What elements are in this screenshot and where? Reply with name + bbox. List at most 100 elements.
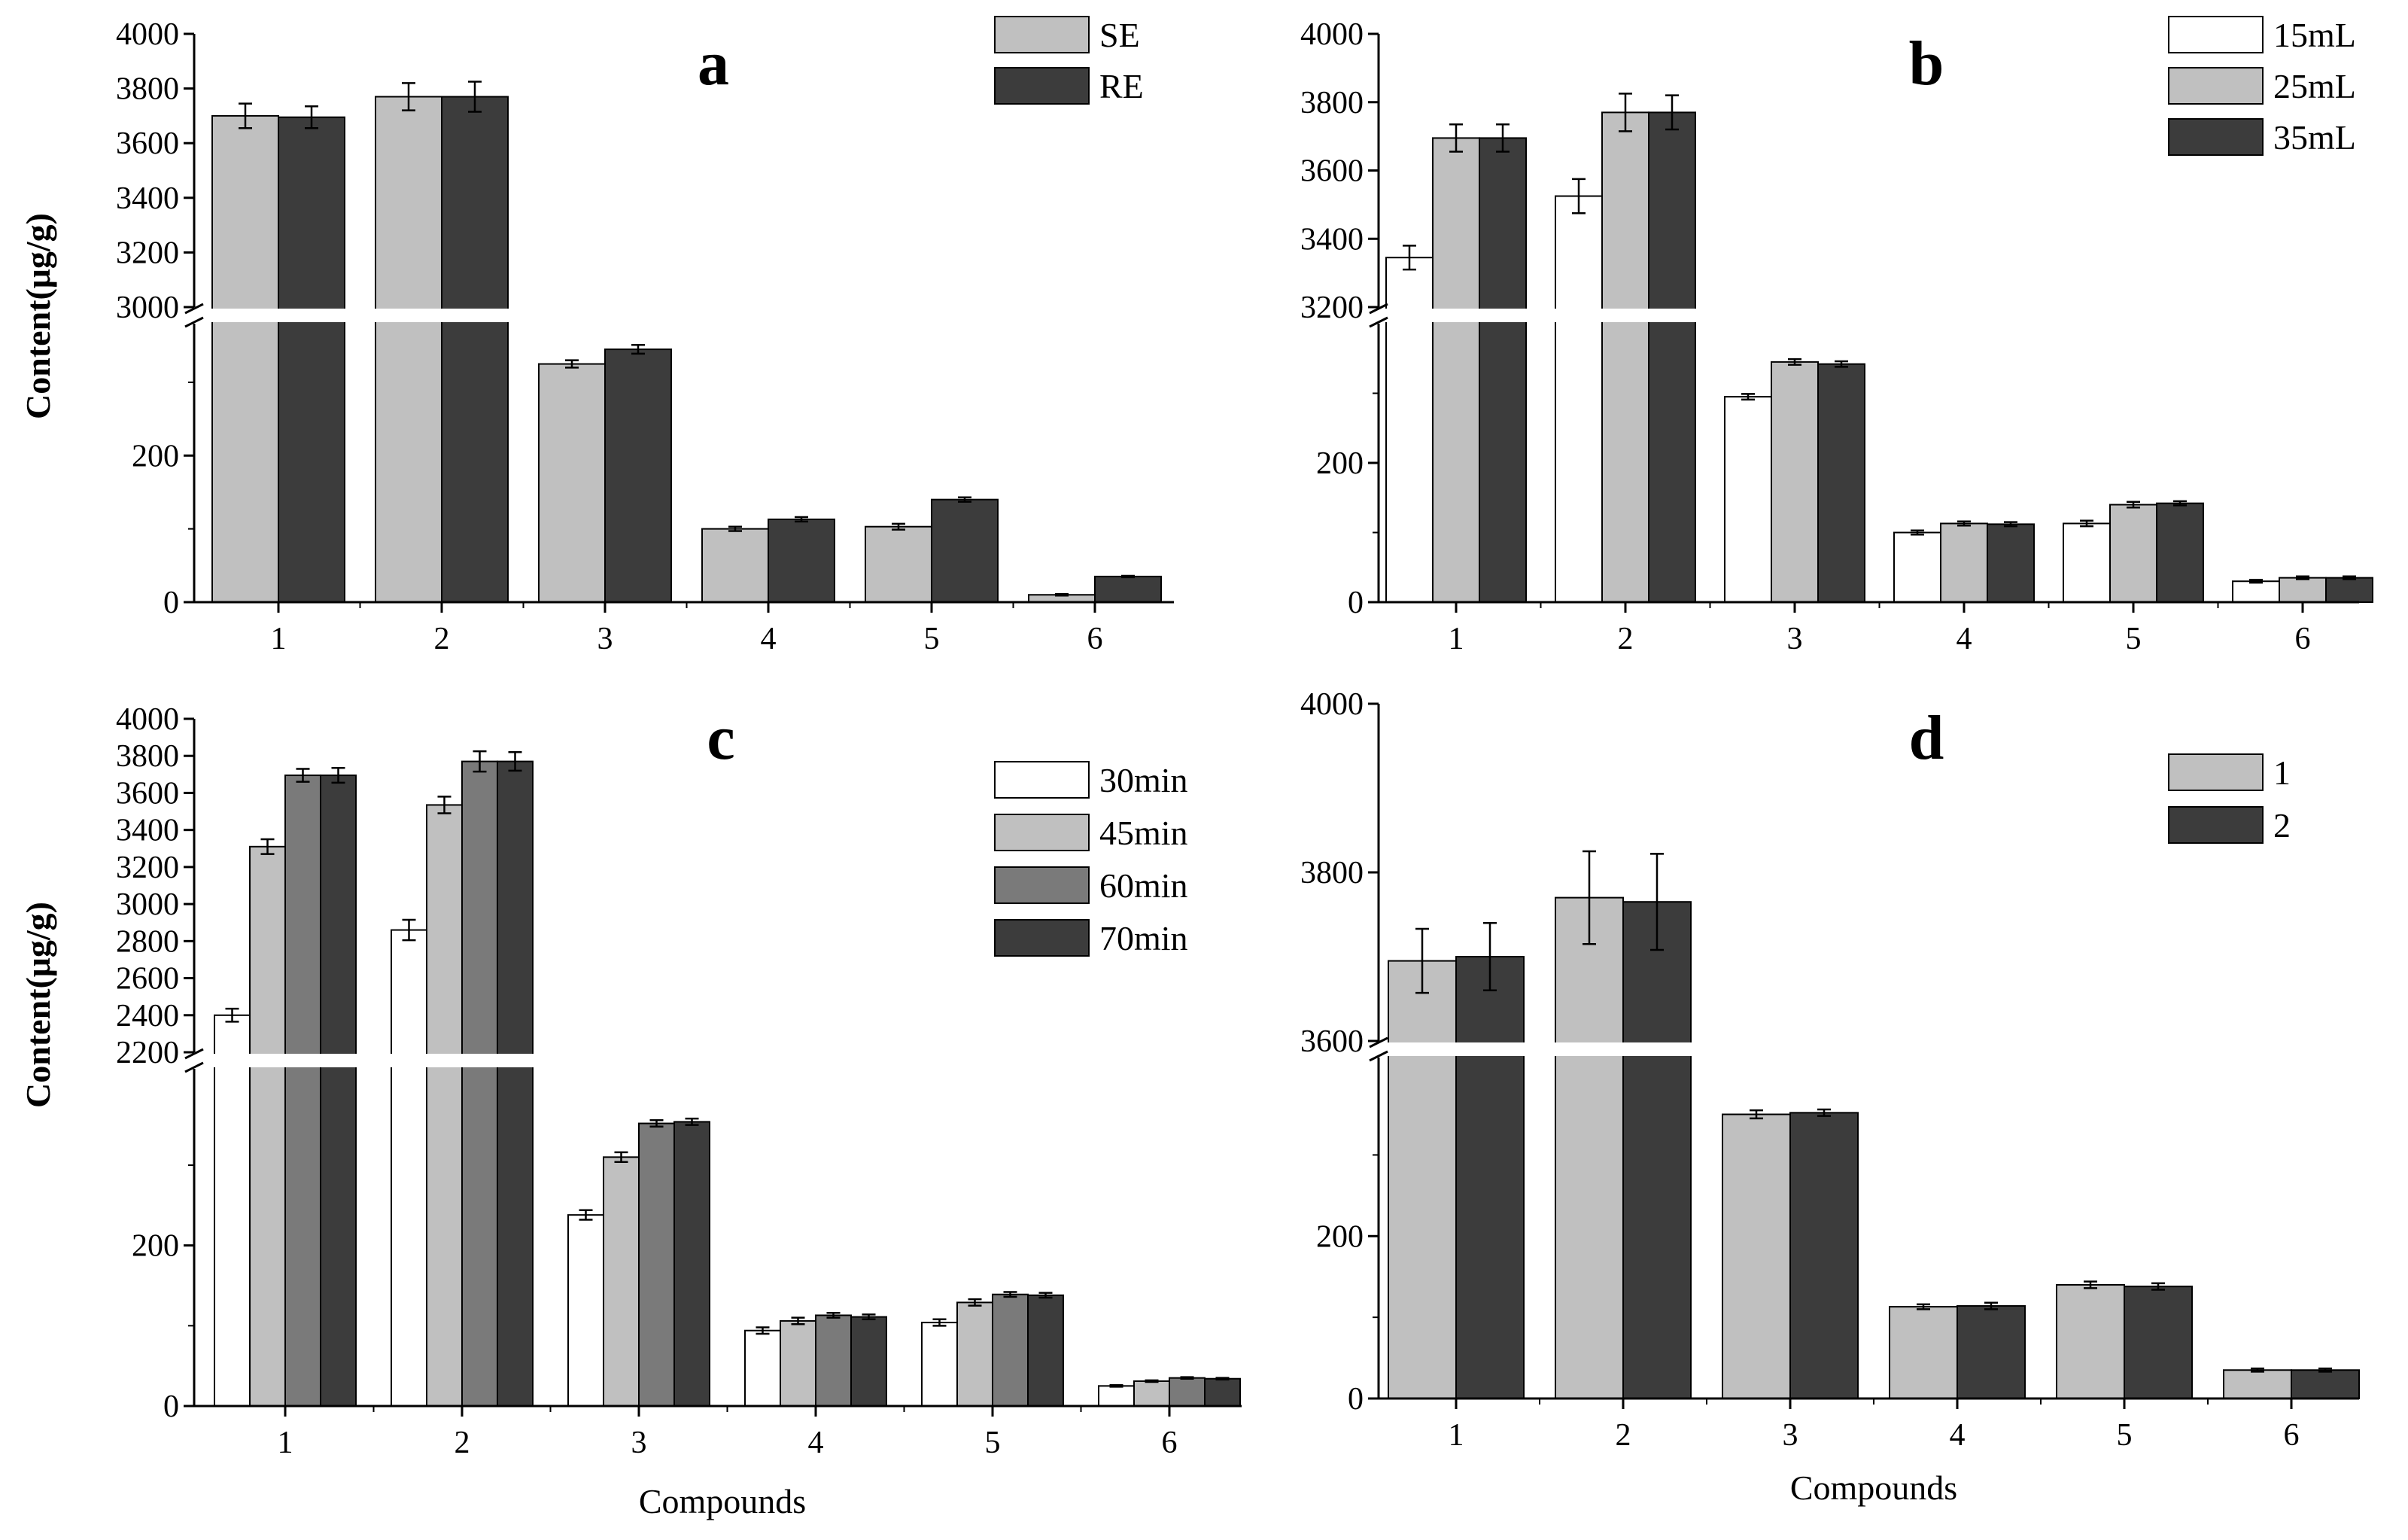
panel-letter-d: d bbox=[1909, 703, 1944, 773]
bar-b-s3-c3 bbox=[1817, 363, 1865, 603]
bar-c-s3-c4 bbox=[815, 1314, 852, 1408]
y-tick-label: 3200 bbox=[116, 851, 179, 885]
bar-c-s3-c6 bbox=[1169, 1377, 1206, 1407]
y-tick-label: 200 bbox=[132, 439, 179, 473]
bar-c-s4-c3 bbox=[673, 1121, 710, 1408]
bar-a-s2-c5 bbox=[931, 498, 999, 603]
y-tick-label: 3800 bbox=[1300, 86, 1364, 120]
bar-b-s1-c5 bbox=[2063, 522, 2111, 603]
y-tick-label: 3600 bbox=[1300, 154, 1364, 189]
bar-a-s2-c3 bbox=[604, 348, 672, 603]
bar-b-s1-c6 bbox=[2232, 580, 2280, 603]
x-tick-label-3: 3 bbox=[631, 1426, 647, 1460]
bar-c-s1-c2 bbox=[391, 929, 427, 1407]
x-tick-label-1: 1 bbox=[1449, 1418, 1464, 1453]
y-tick-label: 4000 bbox=[1300, 17, 1364, 52]
bar-a-s2-c6 bbox=[1094, 575, 1162, 604]
y-axis-label-c: Content(μg/g) bbox=[19, 902, 57, 1108]
bar-b-s2-c3 bbox=[1771, 361, 1819, 603]
x-axis-label-d: Compounds bbox=[1790, 1468, 1957, 1507]
bar-d-s2-c5 bbox=[2124, 1286, 2193, 1399]
bar-b-s2-c4 bbox=[1940, 522, 1988, 603]
x-tick-label-3: 3 bbox=[597, 622, 613, 656]
legend-swatch-b-3 bbox=[2168, 118, 2264, 156]
x-axis-label-c: Compounds bbox=[639, 1482, 806, 1520]
y-tick-label: 4000 bbox=[116, 17, 179, 52]
bar-a-s1-c4 bbox=[701, 528, 769, 604]
bar-c-s3-c3 bbox=[638, 1122, 675, 1407]
bar-b-s2-c2 bbox=[1601, 111, 1649, 604]
legend-swatch-d-1 bbox=[2168, 753, 2264, 791]
bar-d-s2-c2 bbox=[1622, 901, 1692, 1399]
bar-d-s2-c4 bbox=[1956, 1305, 2026, 1399]
y-tick-label: 4000 bbox=[116, 702, 179, 737]
panel-d-chart: 3600 3800 4000 0 200 1 2 3 4 5 6 d 1 2 Compounds bbox=[1300, 687, 2360, 1507]
bar-d-s1-c3 bbox=[1722, 1113, 1791, 1399]
legend-label-c-4: 70min bbox=[1099, 919, 1188, 957]
y-tick-label: 4000 bbox=[1300, 687, 1364, 722]
bar-b-s2-c6 bbox=[2279, 577, 2327, 603]
y-tick-label: 2400 bbox=[116, 999, 179, 1033]
y-tick-label: 3400 bbox=[116, 814, 179, 848]
bar-c-s2-c1 bbox=[249, 845, 286, 1407]
y-axis-break-mark-lower bbox=[1369, 1050, 1388, 1062]
bar-c-s1-c1 bbox=[214, 1014, 251, 1408]
bar-b-s3-c2 bbox=[1648, 111, 1696, 604]
bar-d-s1-c6 bbox=[2223, 1369, 2292, 1399]
bar-b-s1-c4 bbox=[1893, 531, 1941, 603]
y-tick-label: 3400 bbox=[116, 181, 179, 216]
bar-c-s2-c4 bbox=[780, 1319, 816, 1408]
panel-letter-c: c bbox=[707, 703, 734, 773]
bar-c-s1-c6 bbox=[1098, 1385, 1135, 1408]
x-tick-label-2: 2 bbox=[434, 622, 450, 656]
bar-c-s3-c5 bbox=[992, 1293, 1029, 1407]
legend-swatch-c-4 bbox=[994, 919, 1090, 957]
legend-label-b-3: 35mL bbox=[2273, 118, 2356, 157]
y-tick-label: 3800 bbox=[1300, 856, 1364, 890]
bar-a-s1-c3 bbox=[538, 363, 606, 603]
y-tick-label: 3600 bbox=[1300, 1024, 1364, 1059]
y-tick-label: 2200 bbox=[116, 1036, 179, 1070]
bar-a-s2-c2 bbox=[441, 96, 509, 604]
y-axis-break-mark-lower bbox=[1369, 316, 1388, 328]
y-tick-label: 2600 bbox=[116, 962, 179, 997]
x-tick-label-5: 5 bbox=[2117, 1418, 2133, 1453]
bar-c-s2-c6 bbox=[1133, 1380, 1170, 1408]
x-tick-label-4: 4 bbox=[761, 622, 777, 656]
y-axis-break-mark-upper bbox=[184, 303, 204, 315]
y-tick-label: 3600 bbox=[116, 776, 179, 811]
bar-b-s3-c5 bbox=[2156, 502, 2204, 604]
legend-label-c-1: 30min bbox=[1099, 761, 1188, 799]
y-axis-break-mark-upper bbox=[1369, 303, 1388, 315]
legend-label-d-1: 1 bbox=[2273, 753, 2291, 792]
y-tick-label: 200 bbox=[132, 1229, 179, 1264]
y-tick-label: 0 bbox=[163, 1389, 179, 1424]
y-tick-label: 3400 bbox=[1300, 222, 1364, 257]
panel-a-chart: 3000 3200 3400 3600 3800 4000 0 200 1 2 3 4 5 6 a SE RE C… bbox=[19, 16, 1174, 656]
legend-label-b-1: 15mL bbox=[2273, 16, 2356, 54]
bar-a-s1-c2 bbox=[375, 96, 442, 604]
x-tick-label-4: 4 bbox=[1950, 1418, 1966, 1453]
bar-c-s4-c2 bbox=[497, 760, 534, 1407]
legend-label-d-2: 2 bbox=[2273, 806, 2291, 845]
y-tick-label: 0 bbox=[1348, 1382, 1364, 1417]
axis-break-gap bbox=[172, 1054, 1242, 1067]
panel-b-chart: 3200 3400 3600 3800 4000 0 200 1 2 3 4 5 6 b 15mL 25mL 3… bbox=[1300, 16, 2373, 656]
y-tick-label: 3000 bbox=[116, 887, 179, 922]
y-tick-label: 3200 bbox=[1300, 291, 1364, 325]
x-tick-label-4: 4 bbox=[1956, 622, 1972, 656]
bar-d-s2-c3 bbox=[1789, 1112, 1859, 1400]
bar-c-s1-c3 bbox=[567, 1214, 604, 1407]
bar-c-s3-c1 bbox=[284, 775, 321, 1407]
legend-label-a-1: SE bbox=[1099, 16, 1140, 54]
bar-b-s3-c4 bbox=[1987, 523, 2035, 604]
bar-d-s2-c6 bbox=[2291, 1369, 2360, 1399]
x-tick-label-3: 3 bbox=[1783, 1418, 1798, 1453]
bar-c-s2-c5 bbox=[956, 1301, 993, 1408]
y-axis-break-mark-lower bbox=[184, 316, 204, 328]
x-tick-label-6: 6 bbox=[2295, 622, 2311, 656]
legend-swatch-a-1 bbox=[994, 16, 1090, 53]
bar-b-s1-c2 bbox=[1555, 195, 1603, 603]
x-tick-label-5: 5 bbox=[985, 1426, 1001, 1460]
x-tick-label-3: 3 bbox=[1787, 622, 1803, 656]
